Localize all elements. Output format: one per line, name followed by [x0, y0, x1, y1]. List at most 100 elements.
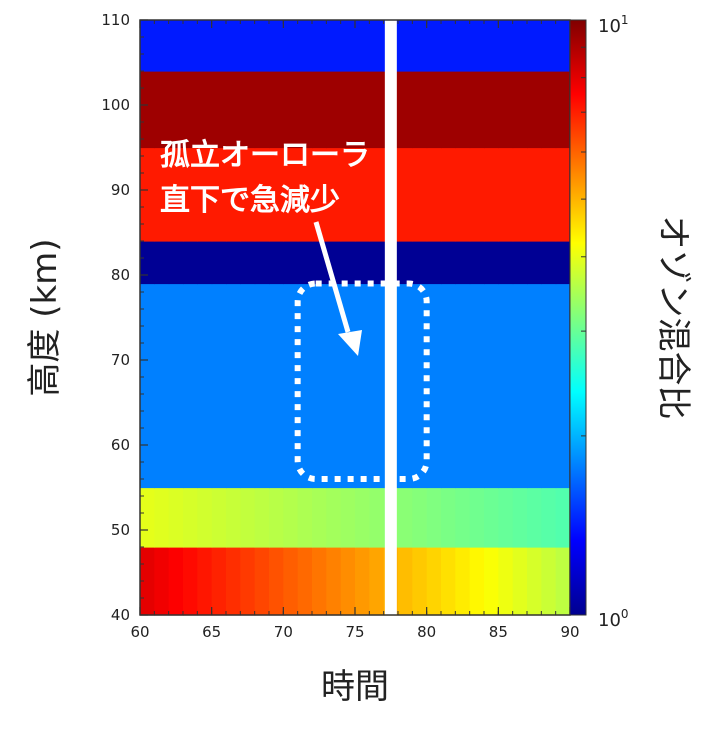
heatmap-cell	[555, 147, 571, 242]
heatmap-cell	[455, 147, 471, 242]
heatmap-cell	[168, 547, 184, 616]
x-tick-label: 65	[202, 623, 221, 641]
heatmap-cell	[412, 71, 428, 149]
y-tick-label: 80	[111, 266, 130, 284]
heatmap-cell	[154, 283, 170, 489]
heatmap-cell	[183, 147, 198, 242]
heatmap-cell	[240, 241, 256, 285]
heatmap-cell	[412, 20, 428, 72]
heatmap-cell	[398, 547, 413, 616]
heatmap-cell	[498, 20, 514, 72]
heatmap-cell	[183, 20, 198, 72]
heatmap-cell	[426, 487, 442, 548]
heatmap-cell	[426, 547, 442, 616]
heatmap-cell	[168, 147, 184, 242]
heatmap-cell	[283, 20, 299, 72]
heatmap-cell	[168, 241, 184, 285]
heatmap-cell	[326, 20, 342, 72]
heatmap-cell	[355, 487, 370, 548]
heatmap-cell	[455, 283, 471, 489]
heatmap-cell	[183, 241, 198, 285]
heatmap-cell	[283, 283, 299, 489]
y-tick-label: 70	[111, 351, 130, 369]
heatmap-cell	[455, 71, 471, 149]
heatmap-cell	[355, 241, 370, 285]
heatmap-cell	[326, 547, 342, 616]
heatmap-cell	[326, 487, 342, 548]
heatmap-cell	[455, 547, 471, 616]
heatmap-cell	[197, 241, 213, 285]
heatmap-cell	[326, 283, 342, 489]
heatmap-cell	[211, 547, 227, 616]
y-axis: 40 50 60 70 80 90 100 110	[101, 11, 148, 624]
heatmap-cell	[226, 20, 241, 72]
heatmap-cell	[441, 71, 456, 149]
heatmap-cell	[211, 487, 227, 548]
annotation-line-1: 孤立オーローラ	[160, 138, 370, 173]
heatmap-cell	[197, 487, 213, 548]
heatmap-cell	[469, 147, 485, 242]
colorbar-max-exponent: 1	[621, 13, 629, 27]
heatmap-cell	[269, 547, 284, 616]
heatmap-cell	[441, 147, 456, 242]
heatmap-cell	[326, 147, 342, 242]
heatmap-cell	[541, 283, 557, 489]
heatmap-cell	[297, 547, 313, 616]
x-tick-label: 60	[130, 623, 149, 641]
heatmap-cell	[355, 20, 370, 72]
y-tick-label: 110	[101, 11, 130, 29]
heatmap-cell	[226, 547, 241, 616]
colorbar-min-label: 100	[598, 607, 629, 631]
heatmap-cell	[512, 71, 528, 149]
x-tick-label: 70	[274, 623, 293, 641]
heatmap-cell	[541, 547, 557, 616]
annotation-arrow-head	[338, 330, 362, 356]
heatmap-cell	[555, 20, 571, 72]
heatmap-cell	[455, 241, 471, 285]
y-axis-title: 高度 (km)	[25, 238, 65, 396]
heatmap-cell	[240, 487, 256, 548]
y-tick-label: 60	[111, 436, 130, 454]
heatmap-cell	[254, 20, 270, 72]
heatmap-cell	[512, 547, 528, 616]
heatmap-cell	[512, 147, 528, 242]
heatmap-cell	[297, 20, 313, 72]
heatmap-cell	[340, 487, 356, 548]
y-tick-label: 100	[101, 96, 130, 114]
heatmap-cell	[412, 147, 428, 242]
heatmap-cell	[168, 487, 184, 548]
heatmap-cell	[512, 487, 528, 548]
x-tick-label: 85	[489, 623, 508, 641]
heatmap-cell	[441, 547, 456, 616]
heatmap-cell	[154, 20, 170, 72]
heatmap-cell	[369, 547, 385, 616]
heatmap-cell	[254, 487, 270, 548]
heatmap-cell	[412, 487, 428, 548]
heatmap-cell	[541, 20, 557, 72]
heatmap-cell	[469, 241, 485, 285]
colorbar-min-base: 10	[598, 610, 621, 631]
heatmap-cell	[498, 547, 514, 616]
heatmap-cell	[226, 147, 241, 242]
heatmap-cell	[355, 283, 370, 489]
y-tick-label: 40	[111, 606, 130, 624]
heatmap-cell	[498, 71, 514, 149]
heatmap-cell	[484, 547, 499, 616]
heatmap-cell	[426, 20, 442, 72]
y-tick-label: 50	[111, 521, 130, 539]
heatmap-cell	[183, 487, 198, 548]
heatmap-cell	[555, 487, 571, 548]
heatmap-cell	[412, 283, 428, 489]
heatmap-cell	[211, 71, 227, 149]
annotation-arrow	[313, 221, 351, 333]
heatmap-cell	[398, 147, 413, 242]
heatmap-cell	[283, 147, 299, 242]
heatmap-cell	[355, 547, 370, 616]
heatmap-cell	[340, 547, 356, 616]
heatmap-cell	[297, 487, 313, 548]
heatmap-cell	[283, 487, 299, 548]
heatmap-cell	[541, 147, 557, 242]
heatmap-cell	[326, 71, 342, 149]
heatmap-cell	[426, 71, 442, 149]
